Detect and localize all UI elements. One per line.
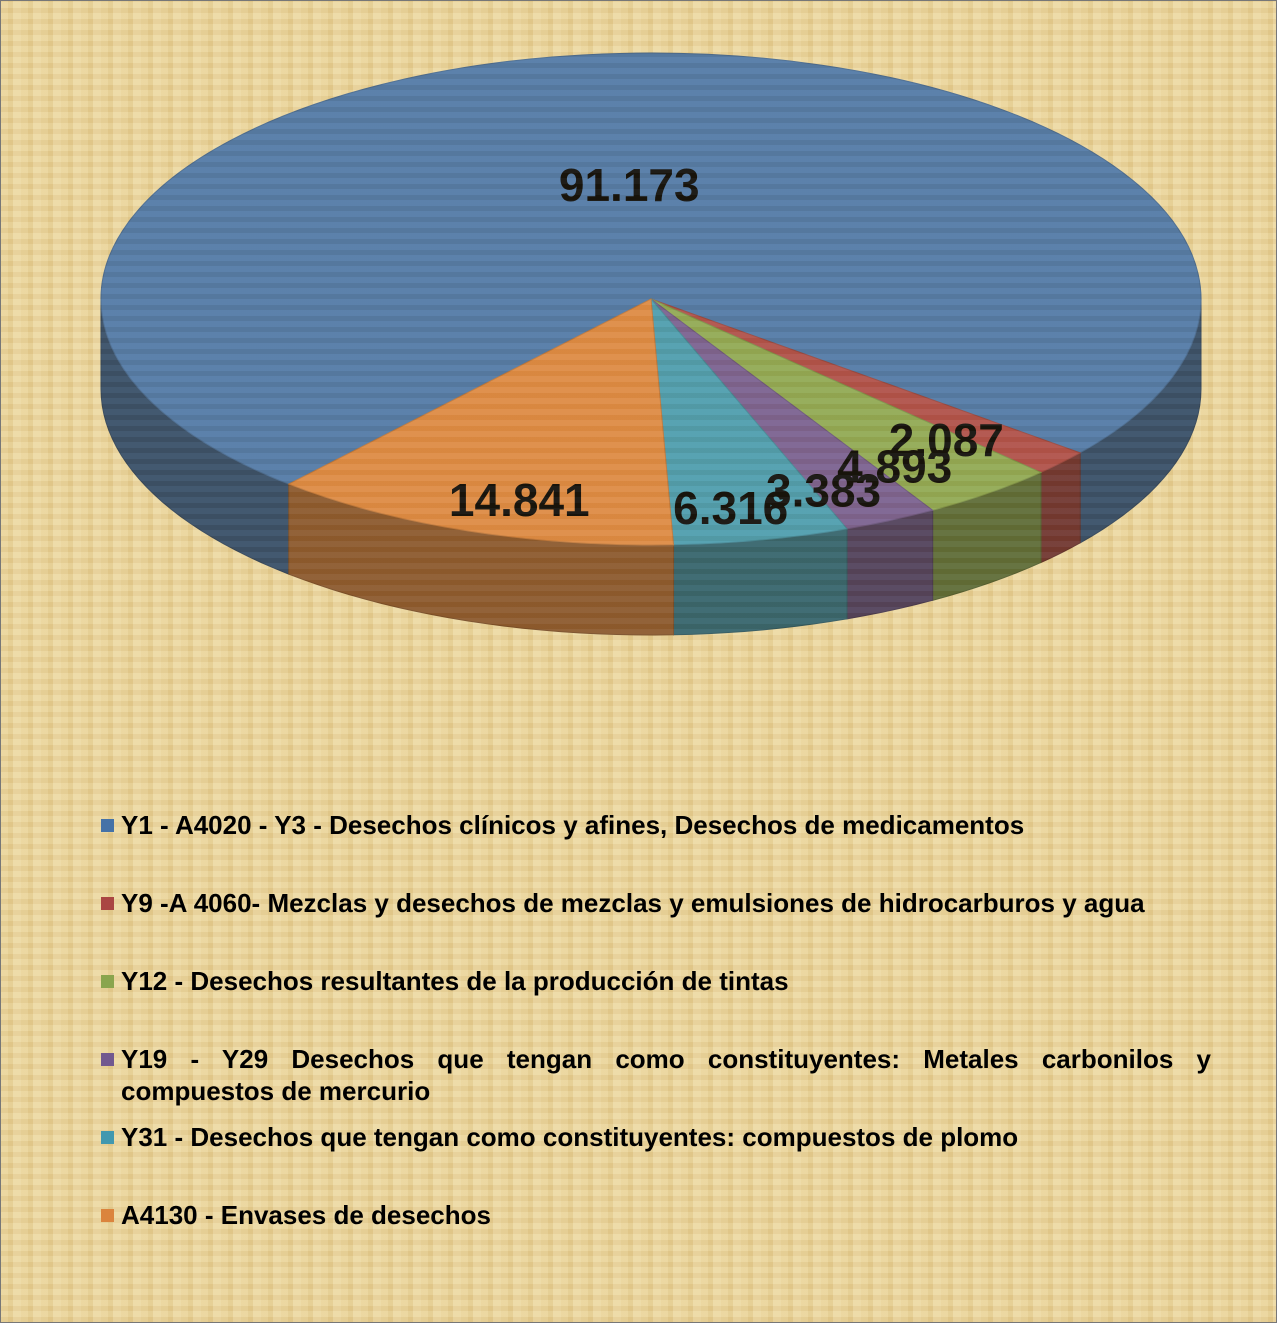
- legend-label: A4130 - Envases de desechos: [121, 1200, 491, 1230]
- legend-swatch: [101, 897, 114, 910]
- legend-item: Y9 -A 4060- Mezclas y desechos de mezcla…: [101, 887, 1211, 965]
- data-label: 2.087: [889, 414, 1004, 466]
- legend-item: Y31 - Desechos que tengan como constituy…: [101, 1121, 1211, 1199]
- legend-label: Y12 - Desechos resultantes de la producc…: [121, 966, 789, 996]
- slice: [100, 52, 1202, 485]
- legend-item: A4130 - Envases de desechos: [101, 1199, 1211, 1277]
- data-label: 91.173: [559, 159, 700, 211]
- legend-swatch: [101, 1053, 114, 1066]
- legend-item: Y12 - Desechos resultantes de la producc…: [101, 965, 1211, 1043]
- data-label: 3.383: [766, 465, 881, 517]
- legend-swatch: [101, 975, 114, 988]
- slice: [287, 298, 675, 546]
- slice-side: [673, 528, 848, 636]
- legend-item: Y1 - A4020 - Y3 - Desechos clínicos y af…: [101, 809, 1211, 887]
- legend-swatch: [101, 1209, 114, 1222]
- legend-item: Y19 - Y29 Desechos que tengan como const…: [101, 1043, 1211, 1121]
- legend-label: Y9 -A 4060- Mezclas y desechos de mezcla…: [121, 888, 1145, 918]
- legend-label: Y1 - A4020 - Y3 - Desechos clínicos y af…: [121, 810, 1025, 840]
- legend-swatch: [101, 1131, 114, 1144]
- slice: [650, 297, 848, 546]
- legend: Y1 - A4020 - Y3 - Desechos clínicos y af…: [101, 809, 1211, 1277]
- legend-label: Y19 - Y29 Desechos que tengan como const…: [121, 1044, 1211, 1106]
- legend-swatch: [101, 819, 114, 832]
- data-label: 4.893: [837, 440, 952, 492]
- data-label: 14.841: [449, 474, 590, 526]
- legend-label: Y31 - Desechos que tengan como constituy…: [121, 1122, 1019, 1152]
- data-label: 6.316: [673, 482, 788, 534]
